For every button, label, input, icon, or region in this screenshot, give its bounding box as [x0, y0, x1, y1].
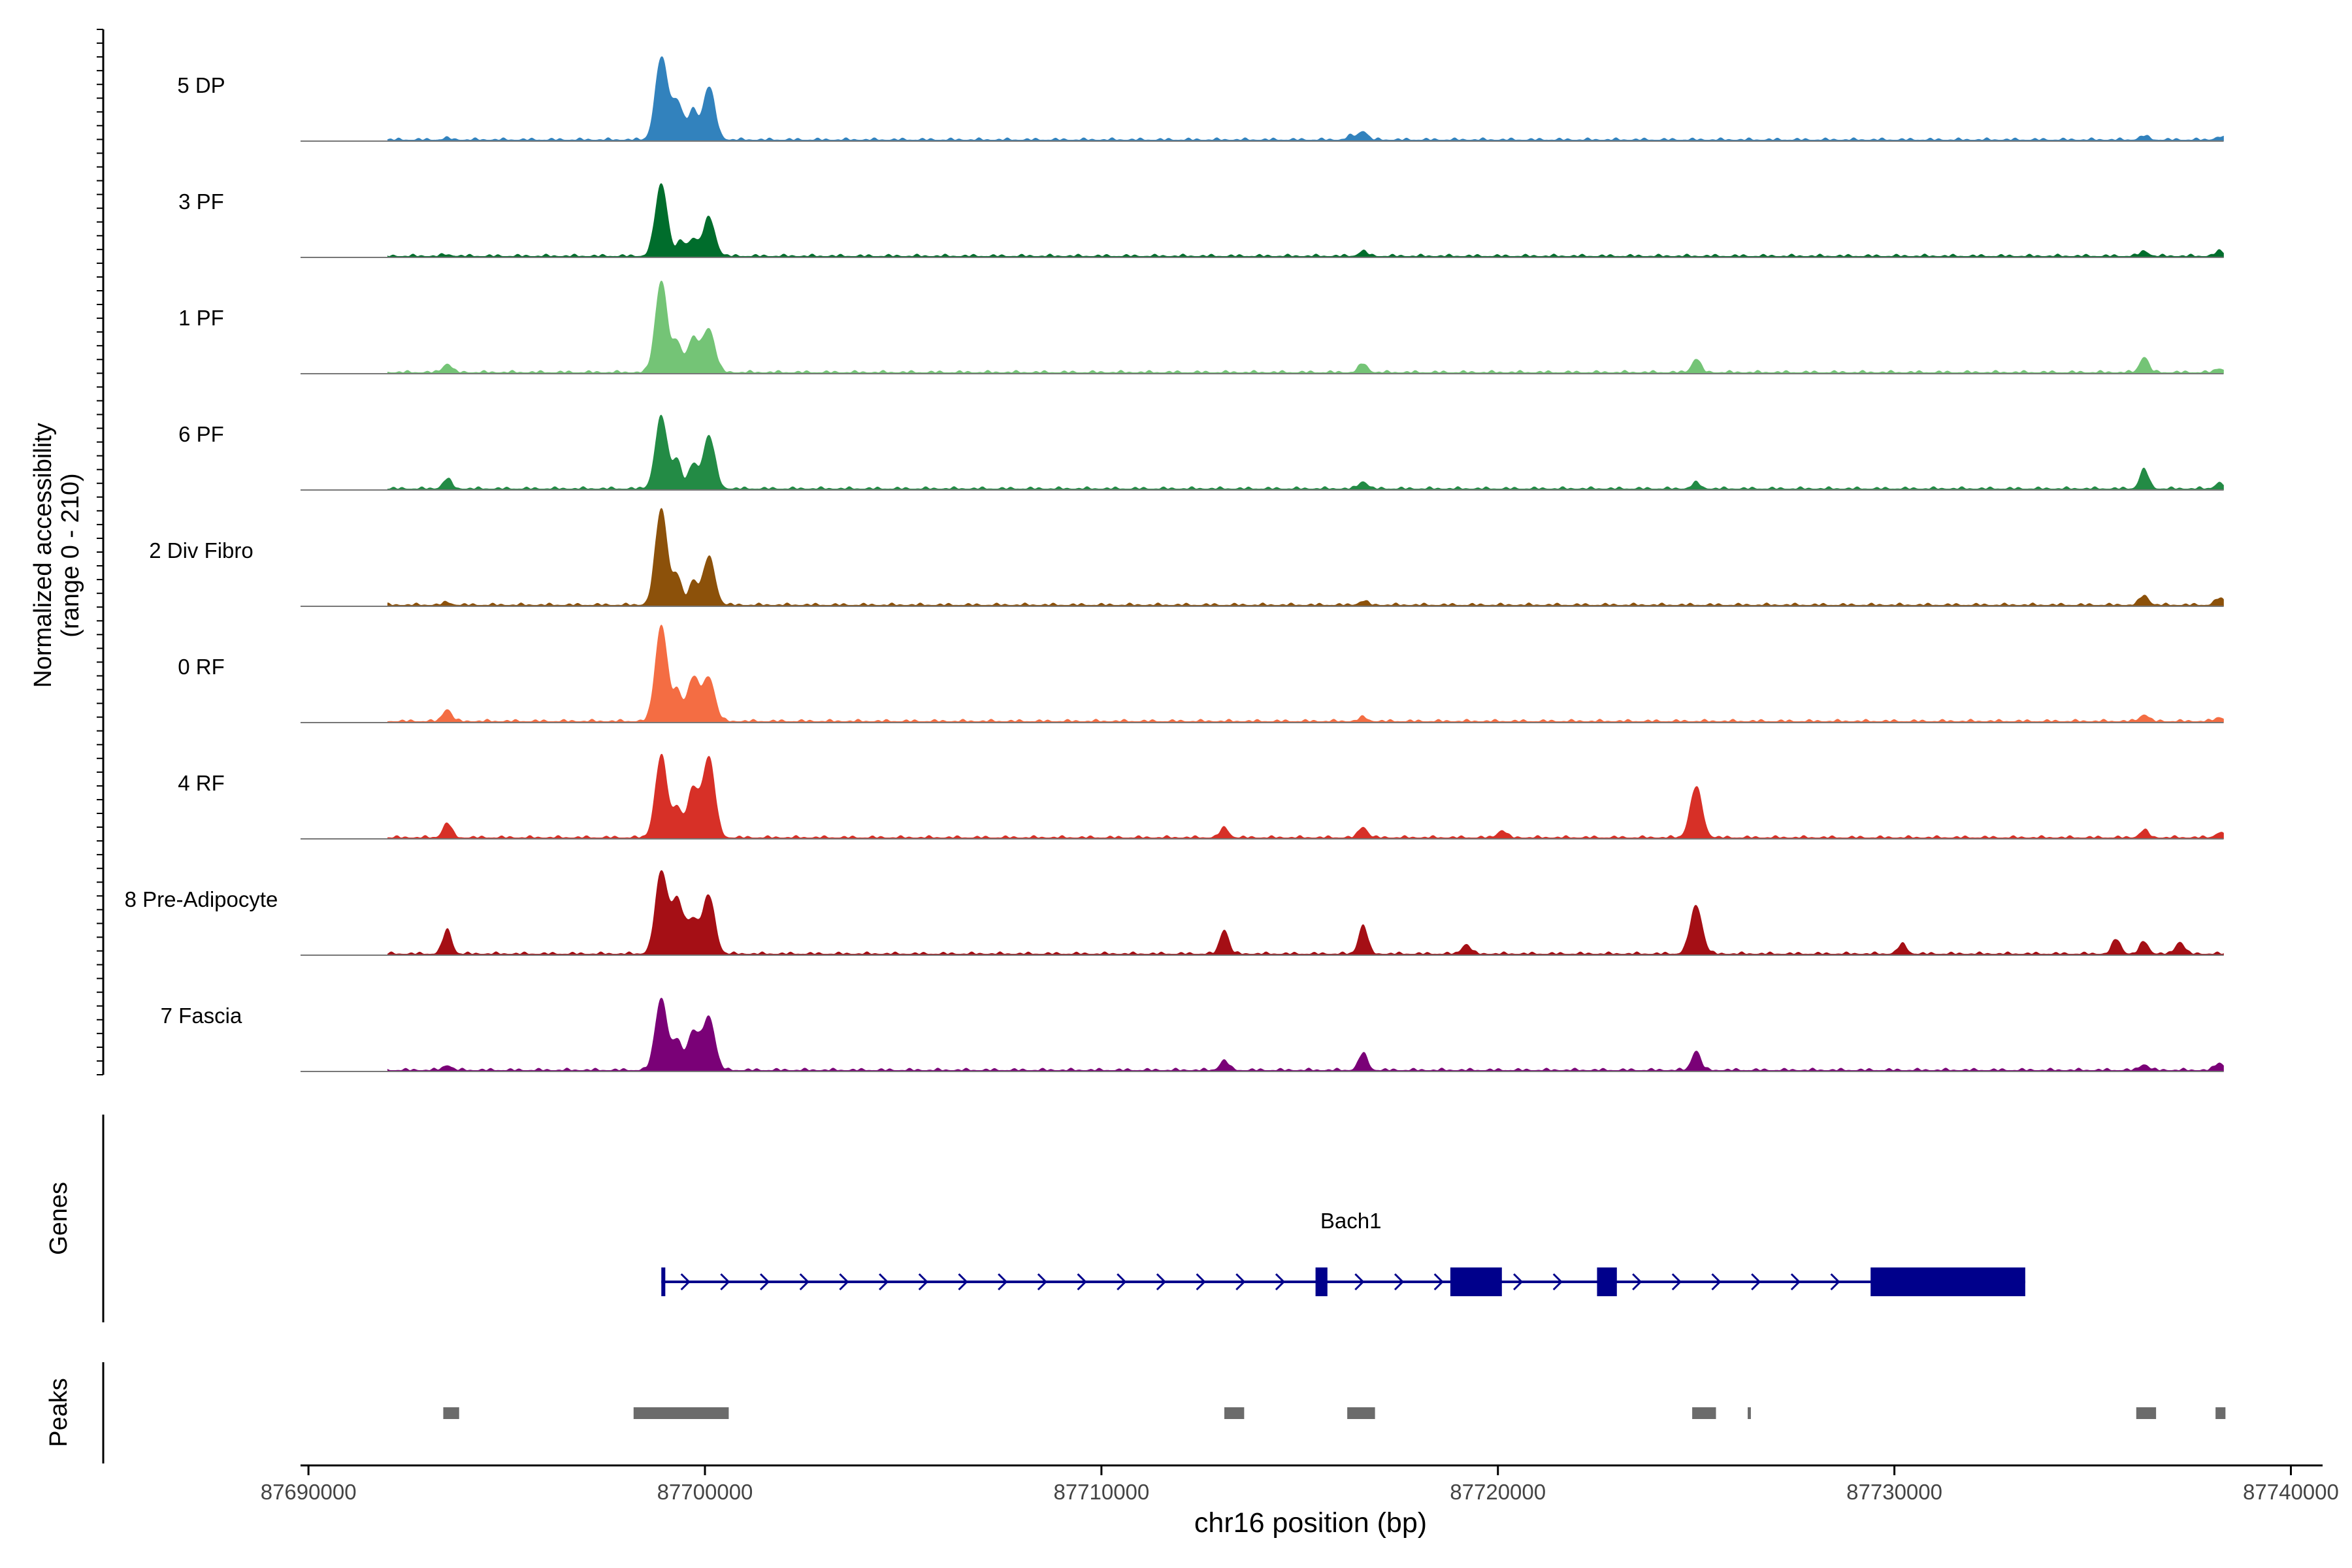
- peak-track: [443, 1407, 2226, 1419]
- peak-region: [1748, 1407, 1751, 1419]
- strand-arrow-icon: [1830, 1273, 1840, 1291]
- strand-arrow-icon: [1156, 1273, 1167, 1291]
- coverage-area: [387, 280, 2224, 374]
- strand-arrow-icon: [1751, 1273, 1761, 1291]
- track-7-fascia: 7 Fascia: [161, 998, 2224, 1072]
- coverage-area: [387, 998, 2224, 1072]
- peak-region: [1692, 1407, 1716, 1419]
- peak-region: [2215, 1407, 2226, 1419]
- y-axis-label-line1: Normalized accessibility: [29, 423, 57, 687]
- track-4-rf: 4 RF: [178, 753, 2224, 840]
- coverage-area: [387, 753, 2224, 840]
- gene-exon: [1870, 1267, 2025, 1296]
- strand-arrow-icon: [759, 1273, 770, 1291]
- strand-arrow-icon: [1037, 1273, 1047, 1291]
- strand-arrow-icon: [958, 1273, 968, 1291]
- strand-arrow-icon: [1117, 1273, 1127, 1291]
- strand-arrow-icon: [1671, 1273, 1682, 1291]
- x-tick-label: 87690000: [261, 1480, 357, 1504]
- x-tick-label: 87710000: [1053, 1480, 1149, 1504]
- gene-name-label: Bach1: [1320, 1209, 1382, 1233]
- track-6-pf: 6 PF: [178, 414, 2224, 491]
- strand-arrow-icon: [1077, 1273, 1087, 1291]
- strand-arrow-icon: [998, 1273, 1008, 1291]
- track-8-pre-adipocyte: 8 Pre-Adipocyte: [125, 870, 2224, 956]
- strand-arrow-icon: [839, 1273, 849, 1291]
- track-label: 2 Div Fibro: [149, 538, 253, 563]
- strand-arrow-icon: [720, 1273, 730, 1291]
- track-label: 0 RF: [178, 655, 225, 679]
- coverage-area: [387, 414, 2224, 491]
- x-tick-label: 87740000: [2243, 1480, 2339, 1504]
- gene-exon: [661, 1267, 666, 1296]
- strand-arrow-icon: [799, 1273, 809, 1291]
- x-axis-title: chr16 position (bp): [1194, 1507, 1427, 1539]
- strand-arrow-icon: [1790, 1273, 1801, 1291]
- x-tick-label: 87700000: [657, 1480, 753, 1504]
- strand-arrow-icon: [1354, 1273, 1365, 1291]
- strand-arrow-icon: [1275, 1273, 1286, 1291]
- track-2-div-fibro: 2 Div Fibro: [149, 508, 2224, 607]
- track-label: 6 PF: [178, 422, 224, 446]
- gene-track: Bach1: [661, 1209, 2025, 1296]
- track-1-pf: 1 PF: [178, 280, 2224, 374]
- coverage-area: [387, 870, 2224, 956]
- strand-arrow-icon: [1235, 1273, 1246, 1291]
- gene-exon: [1450, 1267, 1502, 1296]
- strand-arrow-icon: [879, 1273, 889, 1291]
- track-label: 5 DP: [177, 73, 225, 97]
- x-tick-label: 87730000: [1846, 1480, 1942, 1504]
- y-axis-label-line2: (range 0 - 210): [57, 473, 84, 637]
- coverage-area: [387, 56, 2224, 142]
- peaks-track-label: Peaks: [45, 1378, 73, 1447]
- track-label: 4 RF: [178, 771, 225, 795]
- strand-arrow-icon: [1711, 1273, 1722, 1291]
- peak-region: [633, 1407, 729, 1419]
- x-tick-label: 87720000: [1450, 1480, 1546, 1504]
- coverage-tracks: 5 DP 3 PF 1 PF 6 PF 2 Div Fibro 0 RF 4 RF 8 Pre…: [125, 56, 2224, 1072]
- strand-arrow-icon: [1513, 1273, 1524, 1291]
- strand-arrow-icon: [1552, 1273, 1563, 1291]
- peak-region: [1224, 1407, 1245, 1419]
- gene-exon: [1315, 1267, 1328, 1296]
- coverage-area: [387, 508, 2224, 607]
- gene-exon: [1597, 1267, 1617, 1296]
- track-0-rf: 0 RF: [178, 624, 2224, 723]
- track-label: 3 PF: [178, 189, 224, 214]
- track-3-pf: 3 PF: [178, 183, 2224, 258]
- x-axis-ticks: 87690000 87700000 87710000 87720000 87730000…: [261, 1465, 2339, 1504]
- genes-track-label: Genes: [45, 1182, 73, 1255]
- peak-region: [2136, 1407, 2157, 1419]
- peak-region: [1347, 1407, 1375, 1419]
- track-5-dp: 5 DP: [177, 56, 2224, 142]
- coverage-area: [387, 624, 2224, 723]
- strand-arrow-icon: [1632, 1273, 1642, 1291]
- track-label: 1 PF: [178, 306, 224, 330]
- strand-arrow-icon: [918, 1273, 928, 1291]
- strand-arrow-icon: [1433, 1273, 1444, 1291]
- strand-arrow-icon: [1196, 1273, 1206, 1291]
- coverage-y-axis: [97, 29, 105, 1075]
- strand-arrow-icon: [680, 1273, 691, 1291]
- track-label: 8 Pre-Adipocyte: [125, 887, 278, 911]
- peak-region: [443, 1407, 459, 1419]
- coverage-area: [387, 183, 2224, 258]
- track-label: 7 Fascia: [161, 1004, 242, 1028]
- strand-arrow-icon: [1394, 1273, 1405, 1291]
